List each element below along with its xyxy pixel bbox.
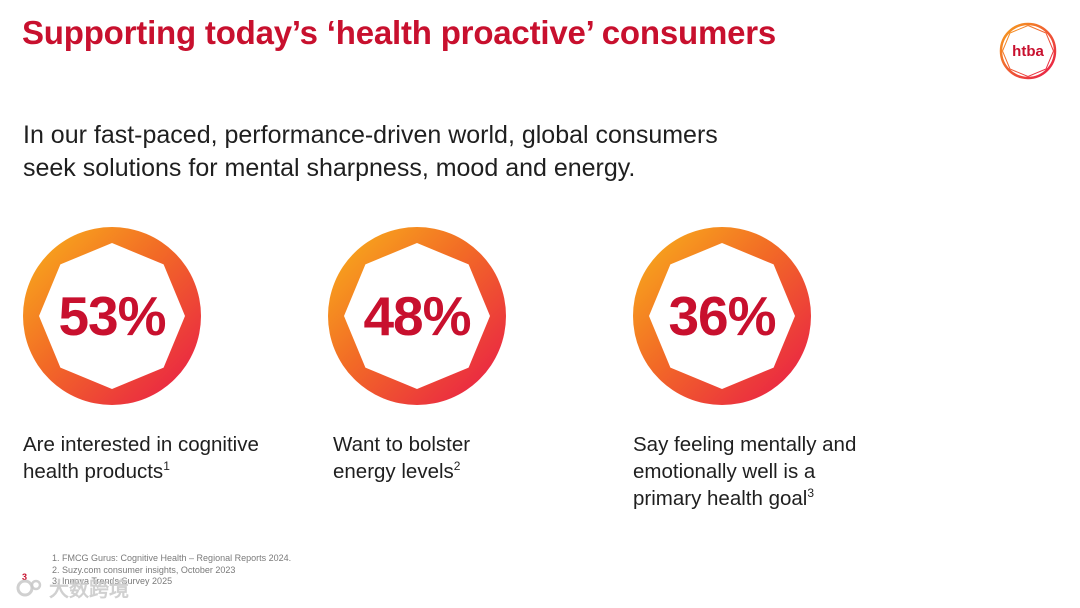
- desc-line: Are interested in cognitive: [23, 433, 259, 456]
- stat-badge-2: 48%: [327, 226, 507, 406]
- htba-logo: htba: [999, 22, 1057, 80]
- footnote-3: 3. Innova Trends Survey 2025: [52, 576, 173, 586]
- watermark: 大数跨境: [16, 573, 129, 602]
- desc-line: Want to bolster: [333, 433, 471, 456]
- footnote-ref: 2: [453, 459, 461, 474]
- stat-badge-3: 36%: [632, 226, 812, 406]
- intro-line-2: seek solutions for mental sharpness, moo…: [23, 154, 636, 182]
- footnote-1: 1. FMCG Gurus: Cognitive Health – Region…: [52, 553, 292, 563]
- stat-value-2: 48%: [363, 285, 471, 347]
- octagon-ring-icon: [633, 227, 811, 405]
- desc-line: emotionally well is a: [633, 460, 816, 483]
- octagon-ring-icon: [23, 227, 201, 405]
- watermark-logo-icon: [16, 579, 42, 596]
- stat-description-3: Say feeling mentally and emotionally wel…: [633, 431, 856, 512]
- logo-text: htba: [1012, 43, 1044, 60]
- intro-line-1: In our fast-paced, performance-driven wo…: [23, 121, 718, 149]
- desc-line: Say feeling mentally and: [633, 433, 857, 456]
- stat-value-1: 53%: [58, 285, 166, 347]
- octagon-ring-icon: [328, 227, 506, 405]
- footnote-ref: 1: [163, 459, 170, 474]
- desc-line: health products: [23, 460, 164, 483]
- watermark-text: 大数跨境: [49, 579, 129, 601]
- stat-value-3: 36%: [668, 285, 776, 347]
- intro-text: In our fast-paced, performance-driven wo…: [23, 119, 823, 185]
- footnote-2: 2. Suzy.com consumer insights, October 2…: [52, 564, 236, 575]
- stat-description-1: Are interested in cognitive health produ…: [23, 431, 259, 485]
- footnote-ref: 3: [807, 486, 815, 501]
- desc-line: primary health goal: [633, 487, 808, 510]
- stat-description-2: Want to bolster energy levels2: [333, 431, 470, 485]
- page-number: 3: [22, 572, 28, 582]
- slide-title: Supporting today’s ‘health proactive’ co…: [22, 14, 777, 51]
- desc-line: energy levels: [333, 460, 454, 483]
- stat-badge-1: 53%: [22, 226, 202, 406]
- footnotes: 1. FMCG Gurus: Cognitive Health – Region…: [52, 553, 291, 588]
